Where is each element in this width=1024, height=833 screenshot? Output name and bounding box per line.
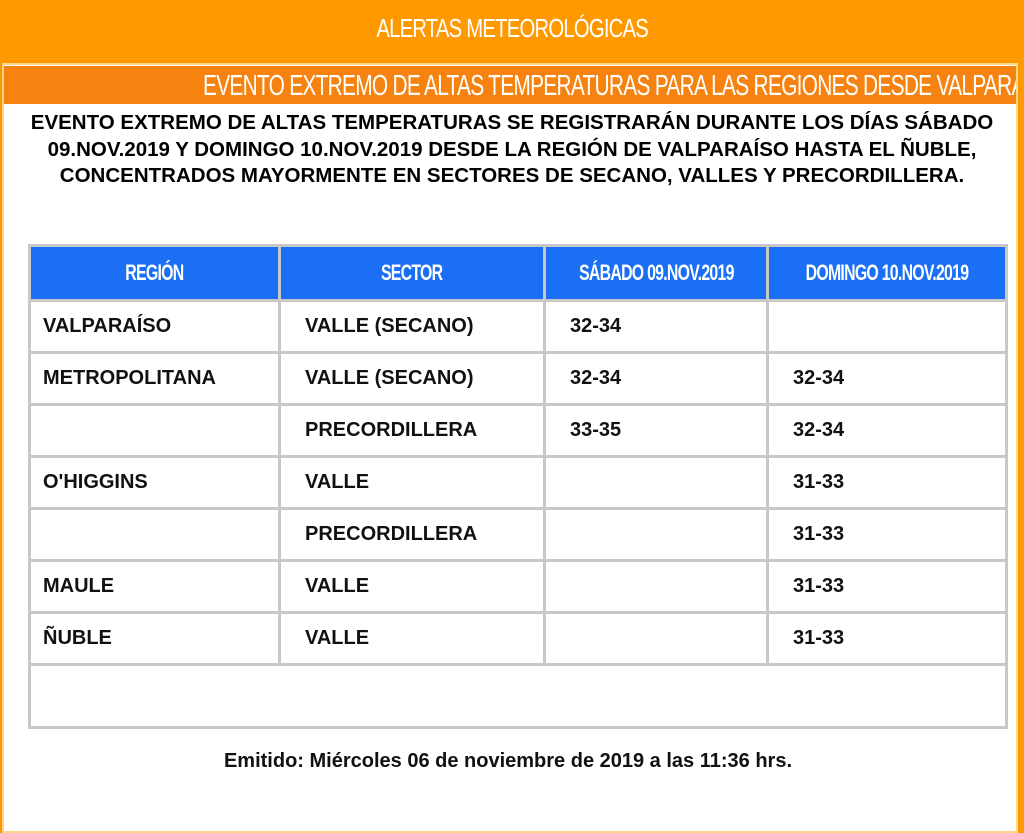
alert-subtitle: EVENTO EXTREMO DE ALTAS TEMPERATURAS PAR… (4, 66, 1016, 104)
cell-sunday (769, 302, 1005, 351)
cell-sector: VALLE (SECANO) (281, 354, 543, 403)
cell-saturday (546, 510, 766, 559)
empty-cell (31, 666, 1005, 726)
header-sunday: DOMINGO 10.NOV.2019 (769, 247, 1005, 299)
cell-saturday (546, 458, 766, 507)
table-row: O'HIGGINS VALLE 31-33 (31, 458, 1005, 507)
cell-region: MAULE (31, 562, 278, 611)
cell-saturday (546, 562, 766, 611)
header-saturday: SÁBADO 09.NOV.2019 (546, 247, 766, 299)
cell-region: ÑUBLE (31, 614, 278, 663)
cell-region: METROPOLITANA (31, 354, 278, 403)
empty-row (31, 666, 1005, 726)
cell-sunday: 31-33 (769, 510, 1005, 559)
table-row: MAULE VALLE 31-33 (31, 562, 1005, 611)
cell-region (31, 510, 278, 559)
cell-region (31, 406, 278, 455)
table-row: METROPOLITANA VALLE (SECANO) 32-34 32-34 (31, 354, 1005, 403)
cell-region: O'HIGGINS (31, 458, 278, 507)
table-row: PRECORDILLERA 31-33 (31, 510, 1005, 559)
header-sector: SECTOR (281, 247, 543, 299)
cell-sector: VALLE (SECANO) (281, 302, 543, 351)
issued-timestamp: Emitido: Miércoles 06 de noviembre de 20… (223, 750, 793, 772)
alert-description: EVENTO EXTREMO DE ALTAS TEMPERATURAS SE … (30, 111, 994, 187)
cell-sunday: 31-33 (769, 562, 1005, 611)
table-header-row: REGIÓN SECTOR SÁBADO 09.NOV.2019 DOMINGO… (31, 247, 1005, 299)
table-row: PRECORDILLERA 33-35 32-34 (31, 406, 1005, 455)
cell-sunday: 31-33 (769, 614, 1005, 663)
cell-region: VALPARAÍSO (31, 302, 278, 351)
cell-saturday (546, 614, 766, 663)
cell-saturday: 32-34 (546, 354, 766, 403)
table-row: ÑUBLE VALLE 31-33 (31, 614, 1005, 663)
cell-sector: VALLE (281, 562, 543, 611)
cell-sector: PRECORDILLERA (281, 510, 543, 559)
cell-saturday: 33-35 (546, 406, 766, 455)
cell-sunday: 31-33 (769, 458, 1005, 507)
cell-sector: VALLE (281, 458, 543, 507)
cell-sunday: 32-34 (769, 354, 1005, 403)
table-row: VALPARAÍSO VALLE (SECANO) 32-34 (31, 302, 1005, 351)
cell-sector: PRECORDILLERA (281, 406, 543, 455)
page-title: ALERTAS METEOROLÓGICAS (376, 13, 649, 43)
cell-sunday: 32-34 (769, 406, 1005, 455)
cell-sector: VALLE (281, 614, 543, 663)
cell-saturday: 32-34 (546, 302, 766, 351)
header-region: REGIÓN (31, 247, 278, 299)
temperature-table: REGIÓN SECTOR SÁBADO 09.NOV.2019 DOMINGO… (28, 244, 1008, 729)
